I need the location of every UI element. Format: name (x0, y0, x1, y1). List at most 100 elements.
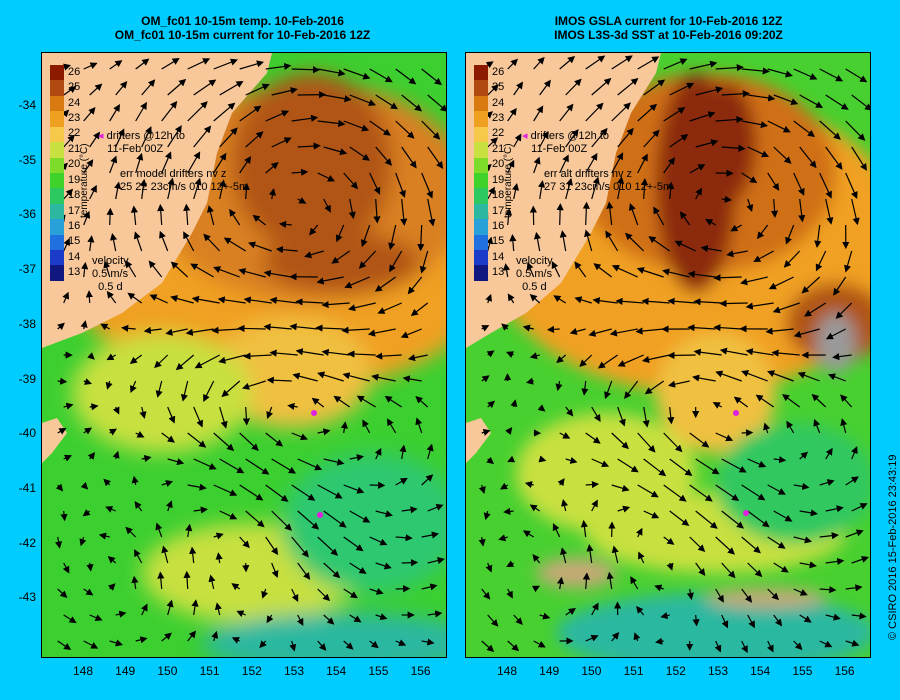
velocity-arrow (83, 210, 91, 226)
velocity-arrow (82, 509, 91, 517)
colorbar-segment (50, 188, 64, 204)
velocity-arrow (591, 127, 608, 148)
satellite-sst-map[interactable]: temperature (°C) ◂ drifters @12h to 11-F… (465, 52, 871, 658)
velocity-arrow (130, 380, 137, 393)
velocity-arrow (183, 570, 191, 590)
velocity-arrow (793, 588, 808, 596)
velocity-arrow (323, 562, 341, 579)
velocity-arrow (278, 220, 292, 228)
velocity-arrow (263, 323, 292, 331)
velocity-arrow (55, 536, 63, 549)
velocity-arrow (167, 406, 176, 424)
velocity-arrow (321, 300, 350, 309)
velocity-arrow (57, 588, 68, 599)
velocity-arrow (679, 211, 691, 226)
velocity-arrow (669, 134, 689, 148)
velocity-arrow (291, 168, 309, 176)
velocity-arrow (323, 458, 345, 466)
velocity-arrow (211, 630, 219, 642)
velocity-arrow (526, 261, 535, 278)
velocity-arrow (604, 380, 613, 400)
velocity-arrow (183, 203, 191, 226)
latitude-tick-label: -34 (18, 98, 36, 112)
velocity-arrow (213, 58, 238, 70)
model-temperature-map[interactable]: temperature (°C) ◂ drifters @12h to 11-F… (41, 52, 447, 658)
velocity-arrow (498, 534, 508, 542)
velocity-arrow (721, 458, 747, 473)
velocity-arrow (689, 111, 716, 122)
velocity-arrow (580, 519, 588, 538)
velocity-arrow (507, 293, 515, 304)
velocity-arrow (591, 77, 612, 96)
velocity-arrow (214, 602, 222, 616)
velocity-arrow (108, 428, 117, 436)
velocity-arrow (667, 351, 696, 360)
velocity-arrow (579, 354, 593, 367)
velocity-arrow (585, 634, 599, 642)
colorbar-segment (50, 126, 64, 143)
velocity-arrow (63, 614, 77, 624)
velocity-arrow (667, 406, 675, 425)
colorbar-tick-label: 26 (68, 65, 81, 78)
velocity-arrow (819, 532, 839, 540)
velocity-arrow (705, 218, 716, 226)
velocity-arrow (669, 458, 693, 477)
colorbar-tick-label: 19 (492, 173, 505, 186)
velocity-arrow (591, 176, 600, 200)
velocity-arrow (771, 349, 800, 357)
velocity-arrow (83, 159, 94, 174)
velocity-arrow (533, 231, 542, 252)
velocity-arrow (773, 146, 792, 164)
velocity-arrow (663, 536, 675, 545)
velocity-arrow (630, 576, 639, 590)
velocity-arrow (427, 504, 444, 512)
colorbar-tick-label: 18 (492, 189, 505, 202)
velocity-arrow (129, 354, 143, 364)
velocity-arrow (239, 432, 259, 451)
velocity-arrow (481, 588, 491, 600)
colorbar-segment (50, 234, 64, 251)
velocity-arrow (347, 302, 376, 312)
velocity-arrow (89, 131, 101, 148)
velocity-arrow (695, 458, 720, 475)
colorbar-tick-label: 14 (492, 250, 505, 263)
velocity-arrow (206, 205, 215, 226)
velocity-arrow (167, 458, 185, 466)
velocity-arrow (487, 400, 496, 409)
colorbar-tick-label: 23 (68, 112, 81, 124)
velocity-arrow (845, 120, 866, 141)
error-header: err alt drifters nv z (544, 168, 633, 180)
velocity-arrow (799, 509, 818, 517)
velocity-arrow (715, 432, 734, 442)
velocity-arrow (401, 559, 419, 567)
velocity-arrow (687, 324, 716, 332)
velocity-arrow (561, 498, 569, 512)
velocity-arrow (721, 562, 736, 579)
velocity-arrow (486, 456, 495, 465)
velocity-arrow (63, 86, 77, 96)
velocity-arrow (819, 640, 833, 648)
velocity-arrow (427, 610, 443, 618)
velocity-arrow (421, 583, 438, 591)
velocity-arrow (213, 532, 224, 540)
longitude-tick-label: 153 (707, 664, 729, 678)
velocity-arrow (556, 576, 565, 590)
velocity-arrow (421, 68, 442, 86)
velocity-arrow (208, 574, 216, 590)
velocity-arrow (297, 510, 320, 530)
velocity-arrow (161, 100, 178, 122)
velocity-arrow (63, 188, 74, 200)
velocity-arrow (291, 66, 321, 74)
colorbar-tick-label: 13 (492, 266, 505, 279)
velocity-arrow (611, 55, 633, 70)
velocity-arrow (591, 602, 599, 616)
temperature-colorbar (474, 65, 488, 281)
velocity-arrow (170, 261, 189, 278)
velocity-arrow (268, 188, 276, 200)
velocity-arrow (611, 545, 619, 564)
error-stats: err alt drifters nv z 27 31 23cm/s 010 1… (544, 168, 672, 194)
velocity-arrow (533, 105, 544, 122)
latitude-tick-label: -40 (18, 426, 36, 441)
velocity-arrow (745, 348, 774, 356)
velocity-arrow (83, 106, 96, 122)
